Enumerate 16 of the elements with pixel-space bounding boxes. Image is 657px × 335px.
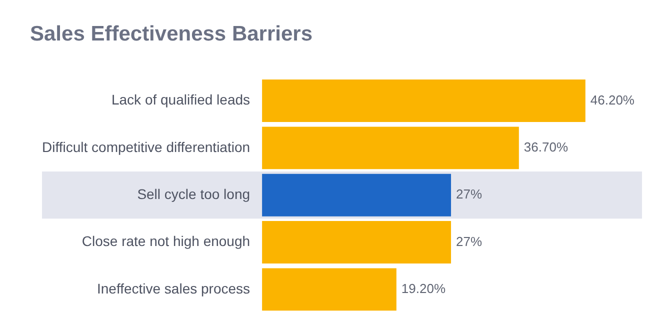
chart-title: Sales Effectiveness Barriers (30, 22, 313, 46)
bar (262, 221, 452, 264)
y-tick-label: Sell cycle too long (137, 186, 250, 202)
data-label: 19.20% (401, 281, 446, 296)
data-label: 27% (456, 186, 482, 202)
bar (262, 126, 519, 170)
data-label: 36.70% (524, 140, 568, 155)
y-tick-label: Close rate not high enough (82, 233, 250, 250)
bar (262, 80, 586, 122)
y-tick-label: Lack of qualified leads (111, 92, 250, 108)
y-tick-label: Difficult competitive differentiation (42, 138, 250, 155)
y-tick-label: Ineffective sales process (96, 280, 250, 296)
bar (262, 174, 452, 216)
data-label: 27% (456, 234, 482, 249)
data-label: 46.20% (590, 92, 635, 108)
bar (262, 268, 396, 311)
